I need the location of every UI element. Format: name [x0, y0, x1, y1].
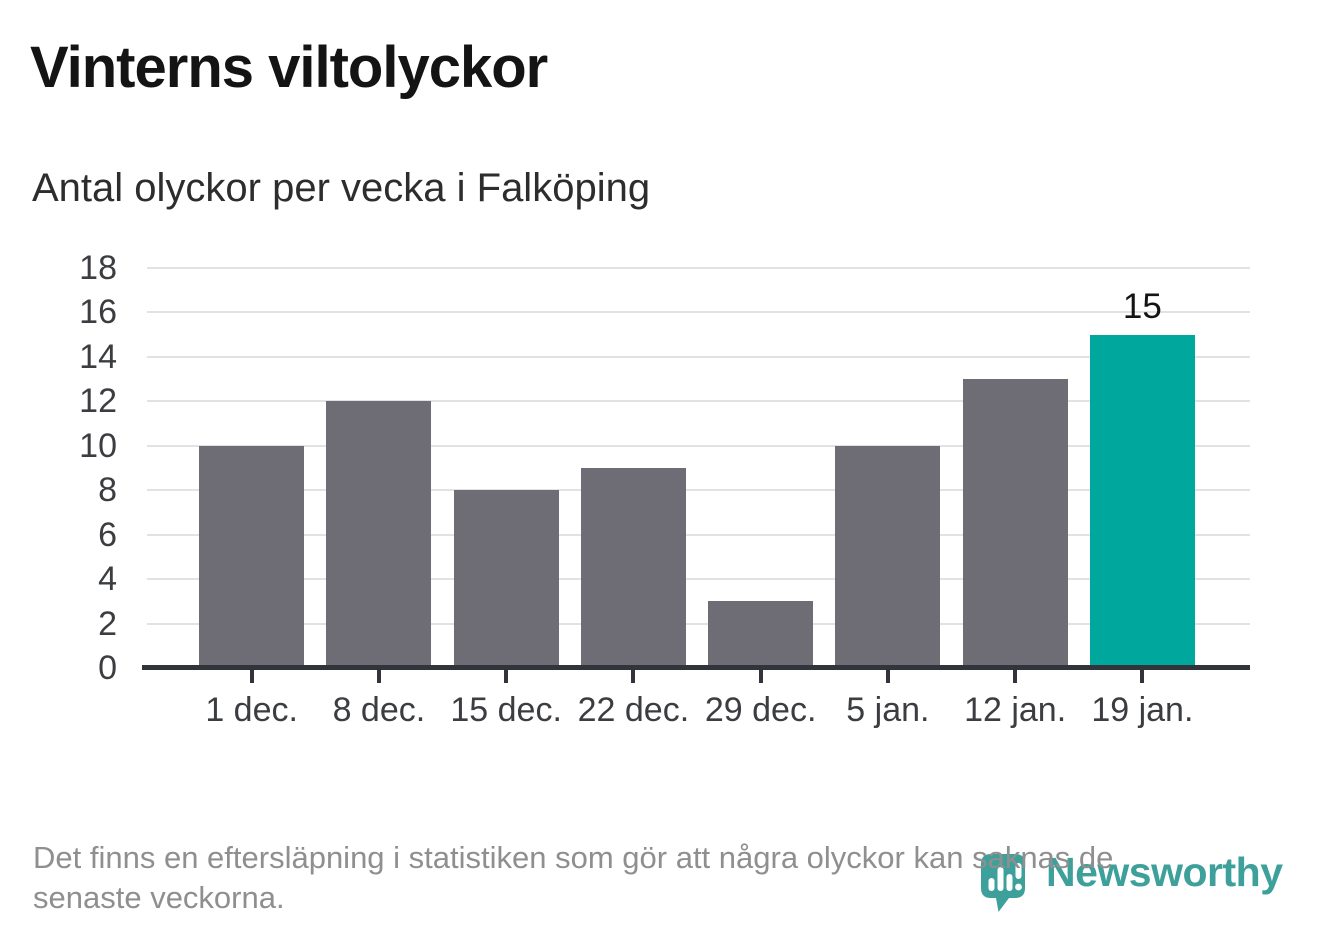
x-axis-tick-mark	[758, 670, 763, 683]
x-axis-tick-mark	[1013, 670, 1018, 683]
bar	[708, 601, 814, 668]
bar-highlighted	[1089, 334, 1195, 668]
bar-slot	[697, 268, 824, 668]
footnote: Det finns en eftersläpning i statistiken…	[33, 838, 1303, 918]
bar-slot	[824, 268, 951, 668]
gridline	[147, 578, 1250, 581]
bar-slot: 15	[1079, 268, 1206, 668]
x-axis-tick-label: 8 dec.	[332, 691, 426, 729]
x-axis-tick-mark	[631, 670, 636, 683]
y-axis: 0 2 4 6 8 10 12 14 16 18	[0, 249, 117, 687]
bar-value-label: 15	[1122, 286, 1162, 326]
gridline	[147, 267, 1250, 269]
bar-chart: 0 2 4 6 8 10 12 14 16 18 15	[0, 249, 1322, 687]
y-axis-tick-label: 6	[98, 515, 117, 554]
bar-slot	[952, 268, 1079, 668]
bar-slot	[443, 268, 570, 668]
x-axis-labels: 1 dec. 8 dec. 15 dec. 22 dec. 29 dec. 5 jan. 1…	[188, 690, 1206, 730]
x-axis-line	[142, 665, 1250, 670]
y-axis-tick-label: 12	[79, 382, 117, 421]
newsworthy-speech-bubble-bar-chart-icon	[981, 854, 1025, 912]
x-axis-tick-label: 15 dec.	[450, 691, 562, 729]
chart-title: Vinterns viltolyckor	[30, 35, 548, 100]
x-axis-tick-label: 1 dec.	[205, 691, 298, 729]
x-axis-tick-label: 29 dec.	[704, 691, 817, 729]
gridline	[147, 489, 1250, 492]
bar	[835, 445, 941, 668]
y-axis-tick-label: 16	[79, 293, 117, 332]
x-axis-tick-label: 19 jan.	[1091, 691, 1194, 729]
x-axis-tick-label: 5 jan.	[846, 691, 930, 729]
bar-slot	[570, 268, 697, 668]
x-axis-tick-mark	[885, 670, 890, 683]
bar	[199, 445, 305, 668]
bar	[453, 490, 559, 668]
gridline	[147, 622, 1250, 625]
gridline	[147, 400, 1250, 403]
bar	[962, 379, 1068, 668]
footnote-line: senaste veckorna.	[33, 880, 285, 915]
bar-slot	[188, 268, 315, 668]
y-axis-tick-label: 14	[79, 337, 117, 376]
gridline	[147, 311, 1250, 314]
footnote-line: Det finns en eftersläpning i statistiken…	[33, 840, 1114, 875]
x-axis-tick-mark	[376, 670, 381, 683]
plot-area: 15	[142, 267, 1250, 683]
bar-slot	[315, 268, 442, 668]
x-axis-tick-mark	[504, 670, 509, 683]
bar	[580, 468, 686, 668]
y-axis-tick-label: 10	[79, 426, 117, 465]
y-axis-tick-label: 0	[98, 649, 117, 687]
bars-group: 15	[188, 268, 1206, 668]
gridline	[147, 444, 1250, 447]
gridline	[147, 533, 1250, 536]
gridline	[147, 355, 1250, 358]
x-axis-tick-mark	[1140, 670, 1145, 683]
x-axis-tick-label: 12 jan.	[964, 691, 1067, 729]
y-axis-tick-label: 2	[98, 604, 117, 643]
bar	[326, 401, 432, 668]
y-axis-tick-label: 18	[79, 249, 117, 287]
x-axis-tick-mark	[249, 670, 254, 683]
y-axis-tick-label: 8	[98, 471, 117, 510]
y-axis-tick-label: 4	[98, 560, 117, 599]
x-axis-tick-label: 22 dec.	[577, 691, 690, 729]
chart-subtitle: Antal olyckor per vecka i Falköping	[32, 166, 651, 210]
newsworthy-logo-text: Newsworthy	[1046, 849, 1283, 895]
x-axis-tick-marks	[188, 668, 1206, 684]
